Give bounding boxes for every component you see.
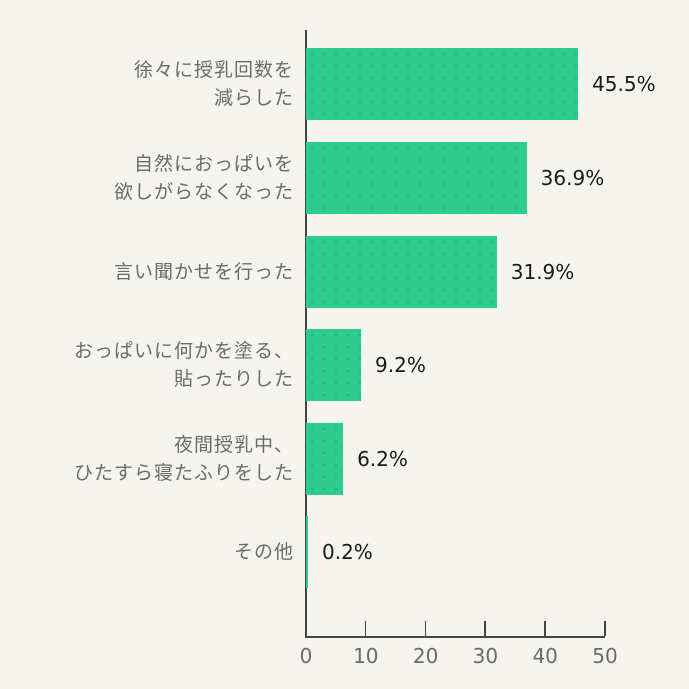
- bar: [306, 48, 579, 120]
- label-line: 減らした: [213, 87, 294, 109]
- x-tick-label: 10: [353, 644, 379, 668]
- category-label: 言い聞かせを行った: [4, 236, 294, 308]
- label-line: ひたすら寝たふりをした: [73, 462, 294, 484]
- value-label: 45.5%: [592, 72, 656, 96]
- bar: [306, 236, 497, 308]
- x-tick: [364, 621, 367, 636]
- label-line: 欲しがらなくなった: [113, 181, 294, 203]
- category-label: その他: [4, 516, 294, 588]
- x-tick: [604, 621, 606, 636]
- bar: [306, 329, 362, 401]
- label-line: 夜間授乳中、: [173, 434, 294, 456]
- x-tick-label: 0: [299, 644, 313, 668]
- bar: [306, 142, 527, 214]
- x-tick-label: 30: [472, 644, 499, 668]
- bar: [306, 423, 344, 495]
- x-tick-label: 20: [412, 644, 439, 668]
- x-tick-label: 40: [532, 644, 558, 668]
- value-label: 31.9%: [510, 260, 575, 284]
- x-tick: [424, 621, 427, 636]
- value-label: 6.2%: [357, 447, 408, 471]
- value-label: 36.9%: [540, 166, 605, 190]
- label-line: 自然におっぱいを: [133, 153, 294, 175]
- label-line: その他: [233, 541, 294, 563]
- label-line: おっぱいに何かを塗る、: [73, 340, 294, 362]
- value-label: 9.2%: [375, 353, 426, 377]
- bar: [306, 516, 308, 588]
- y-axis-line: [305, 30, 307, 637]
- x-tick: [484, 621, 486, 636]
- label-line: 貼ったりした: [173, 368, 294, 390]
- label-line: 徐々に授乳回数を: [133, 59, 294, 81]
- category-label: おっぱいに何かを塗る、 貼ったりした: [4, 329, 294, 401]
- x-tick-label: 50: [592, 644, 618, 668]
- category-label: 夜間授乳中、 ひたすら寝たふりをした: [4, 423, 294, 495]
- x-tick: [544, 621, 546, 636]
- x-axis-line: [305, 636, 605, 638]
- category-label: 徐々に授乳回数を 減らした: [4, 48, 294, 120]
- label-line: 言い聞かせを行った: [113, 261, 294, 283]
- value-label: 0.2%: [322, 540, 373, 564]
- category-label: 自然におっぱいを 欲しがらなくなった: [4, 142, 294, 214]
